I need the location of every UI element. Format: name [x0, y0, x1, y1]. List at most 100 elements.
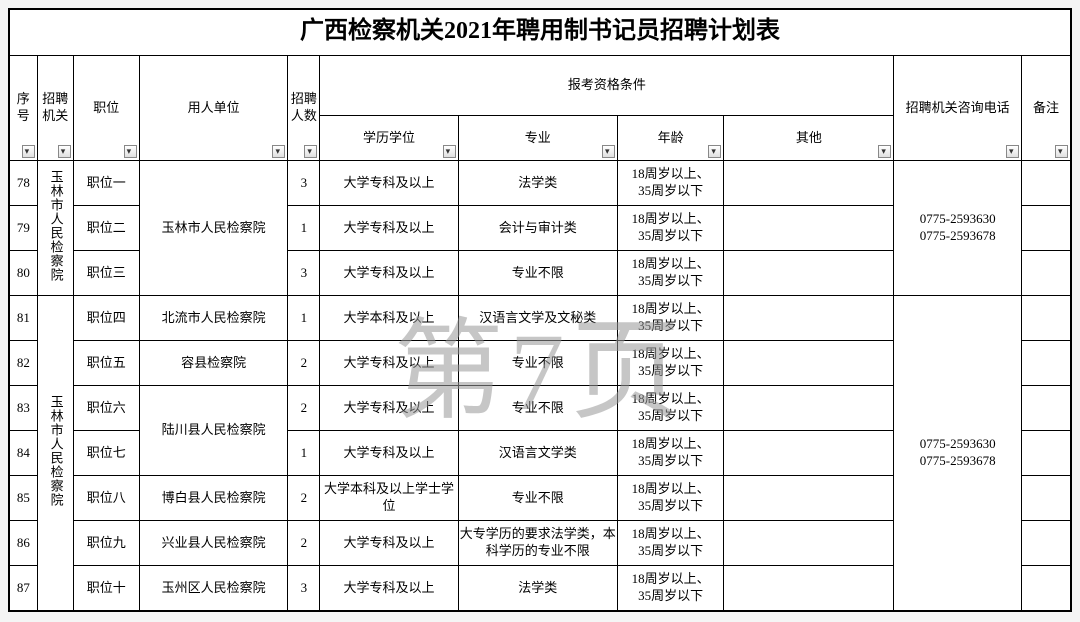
cell-seq: 79 [10, 206, 38, 251]
cell-count: 3 [288, 566, 320, 611]
cell-note [1021, 386, 1070, 431]
cell-count: 1 [288, 206, 320, 251]
cell-major: 汉语言文学及文秘类 [458, 296, 617, 341]
cell-seq: 87 [10, 566, 38, 611]
cell-age: 18周岁以上、 35周岁以下 [618, 521, 724, 566]
filter-icon[interactable] [1055, 145, 1068, 158]
cell-seq: 82 [10, 341, 38, 386]
cell-note [1021, 251, 1070, 296]
col-note[interactable]: 备注 [1021, 56, 1070, 161]
filter-icon[interactable] [602, 145, 615, 158]
col-employer[interactable]: 用人单位 [139, 56, 288, 161]
filter-icon[interactable] [272, 145, 285, 158]
cell-major: 专业不限 [458, 386, 617, 431]
col-age-label: 年龄 [658, 130, 684, 145]
cell-position: 职位三 [73, 251, 139, 296]
cell-note [1021, 566, 1070, 611]
cell-major: 法学类 [458, 566, 617, 611]
col-seq[interactable]: 序号 [10, 56, 38, 161]
cell-count: 1 [288, 431, 320, 476]
cell-employer: 容县检察院 [139, 341, 288, 386]
cell-other [724, 521, 894, 566]
cell-major: 法学类 [458, 161, 617, 206]
col-count-label: 招聘人数 [291, 91, 317, 123]
col-education-label: 学历学位 [363, 130, 415, 145]
cell-seq: 78 [10, 161, 38, 206]
col-other[interactable]: 其他 [724, 116, 894, 161]
cell-employer: 陆川县人民检察院 [139, 386, 288, 476]
cell-age: 18周岁以上、 35周岁以下 [618, 431, 724, 476]
cell-count: 2 [288, 476, 320, 521]
cell-employer: 博白县人民检察院 [139, 476, 288, 521]
filter-icon[interactable] [58, 145, 71, 158]
cell-employer: 兴业县人民检察院 [139, 521, 288, 566]
cell-education: 大学专科及以上 [320, 341, 458, 386]
col-major-label: 专业 [525, 130, 551, 145]
table-row: 78玉林市人民检察院职位一玉林市人民检察院3大学专科及以上法学类18周岁以上、 … [10, 161, 1071, 206]
col-position[interactable]: 职位 [73, 56, 139, 161]
cell-position: 职位四 [73, 296, 139, 341]
col-recruit-org[interactable]: 招聘机关 [37, 56, 73, 161]
col-count[interactable]: 招聘人数 [288, 56, 320, 161]
cell-other [724, 206, 894, 251]
cell-note [1021, 161, 1070, 206]
col-major[interactable]: 专业 [458, 116, 617, 161]
cell-note [1021, 476, 1070, 521]
cell-employer: 玉州区人民检察院 [139, 566, 288, 611]
cell-seq: 86 [10, 521, 38, 566]
cell-count: 2 [288, 521, 320, 566]
col-seq-label: 序号 [17, 91, 30, 123]
filter-icon[interactable] [708, 145, 721, 158]
col-age[interactable]: 年龄 [618, 116, 724, 161]
cell-position: 职位十 [73, 566, 139, 611]
col-tel-label: 招聘机关咨询电话 [906, 100, 1010, 115]
cell-tel: 0775-2593630 0775-2593678 [894, 296, 1022, 611]
cell-note [1021, 521, 1070, 566]
cell-position: 职位二 [73, 206, 139, 251]
table-body: 78玉林市人民检察院职位一玉林市人民检察院3大学专科及以上法学类18周岁以上、 … [10, 161, 1071, 611]
cell-age: 18周岁以上、 35周岁以下 [618, 386, 724, 431]
filter-icon[interactable] [124, 145, 137, 158]
cell-major: 专业不限 [458, 341, 617, 386]
cell-other [724, 431, 894, 476]
cell-major: 专业不限 [458, 476, 617, 521]
cell-seq: 81 [10, 296, 38, 341]
cell-employer: 玉林市人民检察院 [139, 161, 288, 296]
col-other-label: 其他 [796, 130, 822, 145]
cell-position: 职位八 [73, 476, 139, 521]
col-note-label: 备注 [1033, 100, 1059, 115]
cell-seq: 84 [10, 431, 38, 476]
cell-other [724, 476, 894, 521]
cell-age: 18周岁以上、 35周岁以下 [618, 251, 724, 296]
cell-position: 职位一 [73, 161, 139, 206]
cell-major: 汉语言文学类 [458, 431, 617, 476]
cell-age: 18周岁以上、 35周岁以下 [618, 341, 724, 386]
cell-tel: 0775-2593630 0775-2593678 [894, 161, 1022, 296]
cell-age: 18周岁以上、 35周岁以下 [618, 566, 724, 611]
cell-education: 大学专科及以上 [320, 431, 458, 476]
cell-count: 3 [288, 251, 320, 296]
cell-education: 大学专科及以上 [320, 566, 458, 611]
filter-icon[interactable] [443, 145, 456, 158]
filter-icon[interactable] [878, 145, 891, 158]
cell-major: 会计与审计类 [458, 206, 617, 251]
col-qual-group-label: 报考资格条件 [568, 77, 646, 92]
cell-education: 大学专科及以上 [320, 206, 458, 251]
col-education[interactable]: 学历学位 [320, 116, 458, 161]
filter-icon[interactable] [304, 145, 317, 158]
col-tel[interactable]: 招聘机关咨询电话 [894, 56, 1022, 161]
cell-position: 职位七 [73, 431, 139, 476]
cell-age: 18周岁以上、 35周岁以下 [618, 296, 724, 341]
cell-seq: 85 [10, 476, 38, 521]
cell-age: 18周岁以上、 35周岁以下 [618, 476, 724, 521]
cell-seq: 80 [10, 251, 38, 296]
cell-position: 职位九 [73, 521, 139, 566]
filter-icon[interactable] [22, 145, 35, 158]
cell-education: 大学本科及以上 [320, 296, 458, 341]
cell-count: 2 [288, 341, 320, 386]
recruitment-table-sheet: 广西检察机关2021年聘用制书记员招聘计划表 序号 招聘机关 职位 用人单位 招… [8, 8, 1072, 612]
cell-education: 大学专科及以上 [320, 521, 458, 566]
col-recruit-org-label: 招聘机关 [42, 91, 68, 123]
table-row: 81玉林市人民检察院职位四北流市人民检察院1大学本科及以上汉语言文学及文秘类18… [10, 296, 1071, 341]
filter-icon[interactable] [1006, 145, 1019, 158]
